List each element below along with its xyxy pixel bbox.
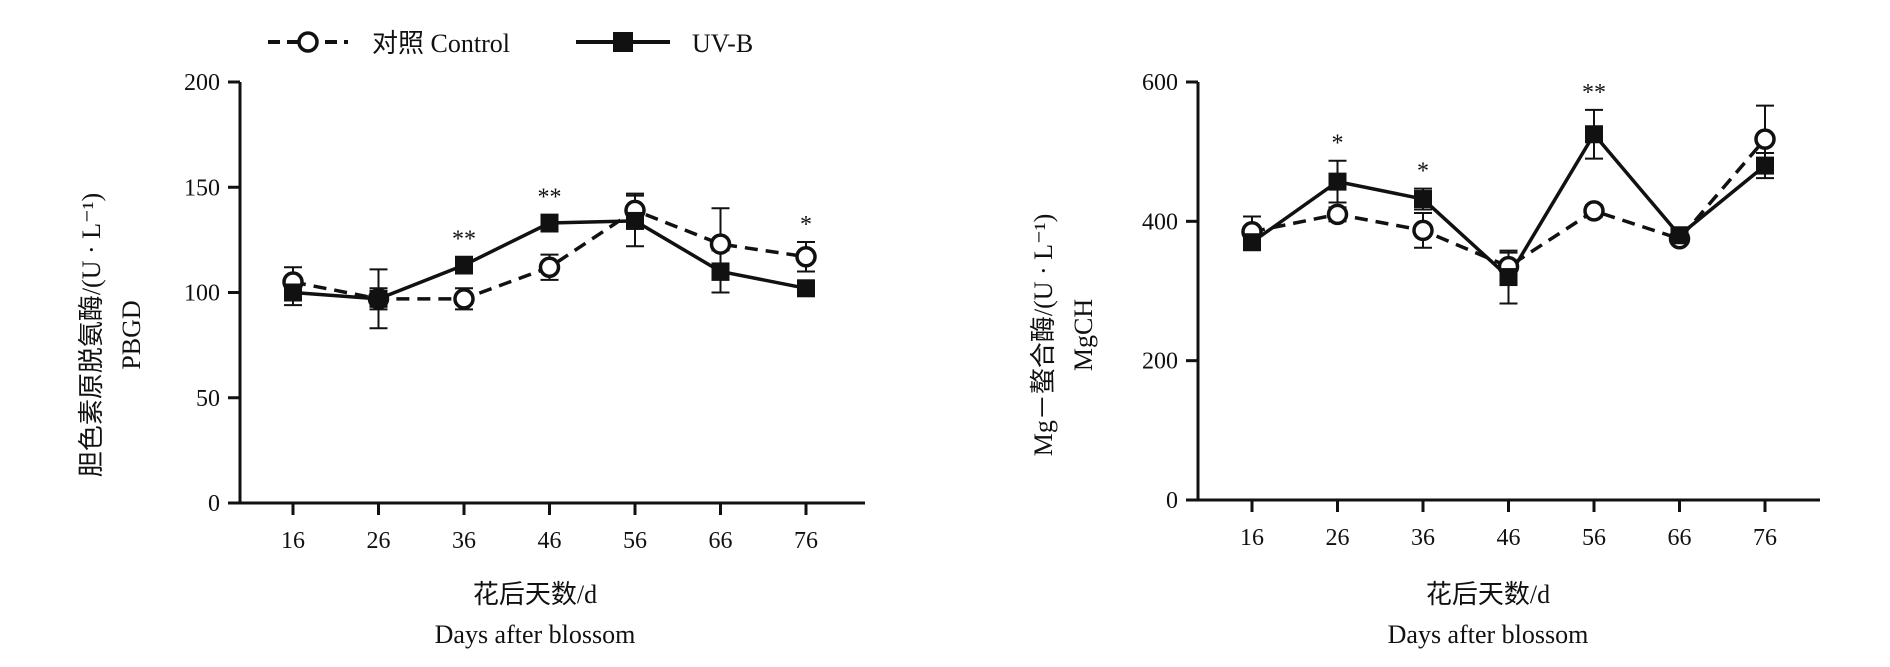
- mgch-uvb-point: [1756, 156, 1774, 175]
- mgch-xlabel-cn: 花后天数/d: [1426, 580, 1550, 609]
- pbgd-control-point: [795, 245, 817, 268]
- pbgd-xlabel-cn: 花后天数/d: [473, 580, 597, 609]
- mgch-ylabel-cn: Mg－螯合酶/(U · L⁻¹): [1029, 214, 1058, 457]
- mgch-uvb-point: [1414, 190, 1432, 209]
- mgch-control-point: [1326, 203, 1349, 226]
- pbgd-uvb-point: [711, 262, 730, 281]
- mgch-y-tick-label: 400: [1142, 209, 1178, 235]
- pbgd-x-tick-label: 26: [367, 528, 391, 554]
- legend-control-label: 对照 Control: [372, 29, 510, 58]
- pbgd-x-tick-label: 56: [623, 528, 647, 554]
- pbgd-significance-label: **: [538, 185, 562, 211]
- pbgd-uvb-point: [540, 214, 559, 233]
- mgch-x-tick-label: 66: [1668, 525, 1692, 551]
- mgch-x-tick-label: 46: [1497, 525, 1521, 551]
- mgch-y-tick-label: 600: [1142, 70, 1178, 96]
- pbgd-uvb-point: [626, 211, 644, 230]
- pbgd-significance-label: **: [452, 227, 476, 253]
- mgch-control-point: [1583, 200, 1605, 222]
- mgch-significance-label: **: [1582, 80, 1606, 106]
- mgch-y-tick-label: 200: [1142, 349, 1178, 375]
- mgch-uvb-point: [1585, 125, 1603, 144]
- pbgd-uvb-point: [455, 256, 473, 275]
- mgch-x-tick-label: 76: [1753, 525, 1777, 551]
- mgch-control-point: [1754, 128, 1776, 150]
- mgch-xlabel-en: Days after blossom: [1388, 620, 1589, 649]
- legend-uvb-marker: [613, 32, 633, 52]
- mgch-y-tick-label: 0: [1166, 488, 1178, 514]
- pbgd-y-tick-label: 50: [196, 386, 220, 412]
- pbgd-y-tick-label: 200: [184, 70, 220, 96]
- mgch-uvb-point: [1243, 233, 1261, 252]
- pbgd-y-tick-label: 100: [184, 281, 220, 307]
- pbgd-significance-label: *: [800, 212, 812, 238]
- mgch-x-tick-label: 16: [1240, 525, 1264, 551]
- mgch-x-tick-label: 36: [1411, 525, 1435, 551]
- legend-item-control: 对照 Control: [268, 29, 510, 58]
- mgch-control-point: [1412, 219, 1434, 242]
- pbgd-uvb-point: [284, 283, 302, 302]
- pbgd-ylabel-en: PBGD: [117, 300, 146, 369]
- pbgd-y-tick-label: 150: [184, 175, 220, 201]
- legend-uvb-label: UV-B: [692, 29, 753, 58]
- mgch-uvb-point: [1499, 268, 1518, 287]
- pbgd-y-tick-label: 0: [208, 491, 220, 517]
- mgch-significance-label: *: [1417, 159, 1429, 185]
- mgch-x-tick-label: 26: [1326, 525, 1350, 551]
- legend-control-marker: [297, 31, 319, 53]
- pbgd-control-point: [453, 288, 475, 310]
- pbgd-uvb-point: [369, 289, 388, 308]
- mgch-ylabel-en: MgCH: [1069, 299, 1098, 371]
- pbgd-control-point: [709, 233, 732, 255]
- pbgd-x-tick-label: 46: [538, 528, 562, 554]
- pbgd-x-tick-label: 36: [452, 528, 476, 554]
- legend-item-uvb: UV-B: [576, 29, 753, 58]
- pbgd-x-tick-label: 76: [794, 528, 818, 554]
- pbgd-xlabel-en: Days after blossom: [435, 620, 636, 649]
- mgch-significance-label: *: [1332, 131, 1344, 157]
- mgch-uvb-point: [1670, 226, 1689, 245]
- pbgd-control-point: [538, 256, 561, 278]
- pbgd-ylabel-cn: 胆色素原脱氨酶/(U · L⁻¹): [77, 193, 106, 477]
- pbgd-x-tick-label: 16: [281, 528, 305, 554]
- pbgd-uvb-point: [797, 279, 815, 298]
- mgch-uvb-point: [1328, 172, 1347, 191]
- pbgd-x-tick-label: 66: [709, 528, 733, 554]
- mgch-x-tick-label: 56: [1582, 525, 1606, 551]
- legend: 对照 Control UV-B: [268, 29, 753, 58]
